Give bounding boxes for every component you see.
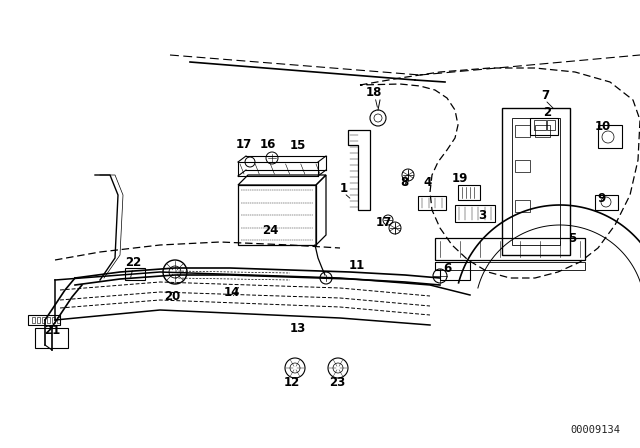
Bar [515, 200, 530, 212]
Text: 7: 7 [541, 89, 549, 102]
Bar [534, 120, 546, 130]
Bar [418, 196, 446, 210]
Text: 4: 4 [424, 176, 432, 189]
Text: 9: 9 [597, 191, 605, 204]
Bar [42, 317, 45, 323]
Text: 11: 11 [349, 258, 365, 271]
Text: 15: 15 [290, 138, 306, 151]
Bar [535, 125, 550, 137]
Text: 5: 5 [568, 232, 576, 245]
Text: 8: 8 [400, 176, 408, 189]
Bar [57, 317, 60, 323]
Text: 18: 18 [366, 86, 382, 99]
Text: 3: 3 [478, 208, 486, 221]
Text: 19: 19 [452, 172, 468, 185]
Bar [47, 317, 50, 323]
Bar [547, 120, 555, 130]
Text: 17: 17 [236, 138, 252, 151]
Bar [32, 317, 35, 323]
Bar [238, 185, 316, 245]
Text: 24: 24 [262, 224, 278, 237]
Bar [515, 125, 530, 137]
Text: 23: 23 [329, 375, 345, 388]
Text: 10: 10 [595, 120, 611, 133]
Bar [515, 160, 530, 172]
Text: 1: 1 [340, 181, 348, 194]
Text: 22: 22 [125, 255, 141, 268]
Bar [435, 238, 585, 260]
Text: 13: 13 [290, 322, 306, 335]
Text: 20: 20 [164, 289, 180, 302]
Bar [435, 262, 585, 270]
Text: 16: 16 [260, 138, 276, 151]
Text: 00009134: 00009134 [570, 425, 620, 435]
Text: 6: 6 [443, 262, 451, 275]
Text: 17: 17 [376, 215, 392, 228]
Bar [52, 317, 55, 323]
Text: 14: 14 [224, 285, 240, 298]
Text: 2: 2 [543, 105, 551, 119]
Bar [37, 317, 40, 323]
Text: 12: 12 [284, 375, 300, 388]
Text: 21: 21 [44, 323, 60, 336]
